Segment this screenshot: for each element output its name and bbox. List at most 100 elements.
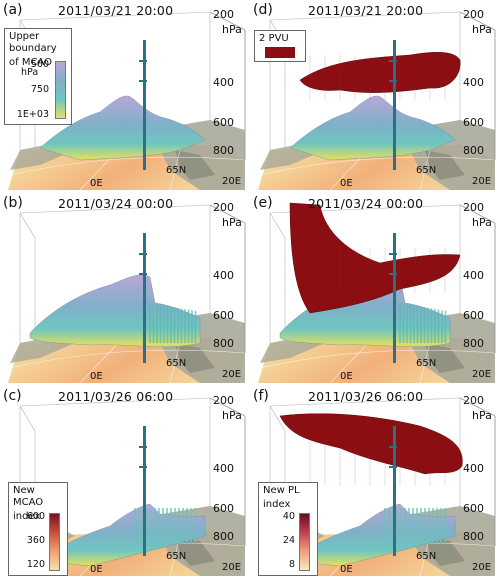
pressure-tick: 200 (213, 201, 234, 214)
colorbar-tick: 750 (30, 84, 49, 95)
vertical-pole-marker (389, 233, 397, 363)
colorbar (55, 61, 66, 119)
pvu-surface (289, 202, 461, 314)
pressure-unit: hPa (222, 216, 242, 229)
pressure-tick: 200 (213, 394, 234, 407)
box-front-edges (459, 11, 496, 160)
pressure-tick: 200 (463, 394, 484, 407)
pvu-label: 2 PVU (259, 33, 289, 44)
geo-label: 65N (166, 165, 187, 176)
vertical-pole-marker (389, 426, 397, 556)
pressure-tick: 400 (213, 76, 234, 89)
geo-label: 20E (222, 176, 242, 187)
panel-f: (f) 2011/03/26 06:00 200 400 600 800 hPa 0E 65N 2… (250, 386, 500, 579)
pressure-unit: hPa (472, 216, 492, 229)
colorbar-tick: 600 (26, 511, 45, 522)
pressure-tick: 800 (213, 337, 234, 350)
pressure-tick: 400 (463, 76, 484, 89)
pressure-tick: 800 (463, 144, 484, 157)
pressure-unit: hPa (222, 23, 242, 36)
panel-graphic (258, 11, 496, 191)
geo-label: 20E (472, 562, 492, 573)
geo-label: 0E (340, 371, 353, 382)
panel-graphic (258, 202, 496, 384)
legend-title: New MCAO (13, 485, 44, 508)
geo-label: 0E (90, 564, 103, 575)
pvu-surface (279, 413, 463, 486)
pressure-tick: 600 (463, 309, 484, 322)
pressure-tick: 800 (463, 337, 484, 350)
colorbar-tick: 8 (288, 559, 295, 570)
mcao-boundary-legend: Upper boundary of MCAO hPa 500 750 1E+03 (4, 28, 72, 125)
pressure-tick: 200 (463, 8, 484, 21)
colorbar (49, 513, 60, 571)
pressure-unit: hPa (222, 409, 242, 422)
panel-timestamp: 2011/03/21 20:00 (308, 3, 424, 18)
panel-label: (d) (253, 2, 273, 18)
box-front-edges (209, 11, 246, 160)
colorbar-tick: 120 (26, 559, 45, 570)
panel-label: (c) (3, 388, 22, 404)
geo-label: 0E (90, 178, 103, 189)
colorbar-tick: 500 (30, 59, 49, 70)
box-front-edges (459, 204, 496, 353)
legend-unit: hPa (21, 67, 39, 78)
panel-label: (f) (253, 388, 269, 404)
legend-title: of MCAO (9, 57, 52, 68)
pressure-tick: 600 (213, 309, 234, 322)
panel-timestamp: 2011/03/24 00:00 (308, 196, 424, 211)
pressure-tick: 200 (463, 201, 484, 214)
panel-d: (d) 2011/03/21 20:00 200 400 600 800 hPa 0E 65N 2… (250, 0, 500, 193)
pvu-swatch (265, 47, 295, 58)
geo-label: 65N (416, 165, 437, 176)
pvu-surface (299, 52, 461, 100)
pvu-legend: 2 PVU (254, 30, 306, 62)
legend-title: index (263, 499, 291, 510)
geo-label: 20E (472, 369, 492, 380)
mcao-surface (39, 95, 206, 161)
geo-label: 20E (222, 369, 242, 380)
panel-timestamp: 2011/03/26 06:00 (308, 389, 424, 404)
panel-timestamp: 2011/03/26 06:00 (58, 389, 174, 404)
panel-label: (b) (3, 195, 23, 211)
geo-label: 0E (340, 564, 353, 575)
vertical-pole-marker (139, 426, 147, 556)
geo-label: 65N (166, 551, 187, 562)
colorbar-tick: 24 (282, 535, 295, 546)
geo-label: 65N (416, 551, 437, 562)
pressure-tick: 400 (463, 269, 484, 282)
box-front-edges (209, 397, 246, 546)
pressure-tick: 400 (463, 462, 484, 475)
pressure-tick: 800 (213, 530, 234, 543)
geo-label: 20E (472, 176, 492, 187)
legend-title: New PL (263, 485, 300, 496)
box-front-edges (209, 204, 246, 353)
pressure-tick: 600 (213, 502, 234, 515)
colorbar-tick: 1E+03 (16, 109, 49, 120)
geo-label: 65N (416, 358, 437, 369)
pressure-tick: 600 (213, 116, 234, 129)
panel-e: (e) 2011/03/24 00:00 200 400 600 800 hPa 0E 65N 2… (250, 193, 500, 386)
box-front-edges (459, 397, 496, 546)
mcao-surface (29, 274, 201, 347)
vertical-pole-marker (389, 40, 397, 170)
colorbar-tick: 40 (282, 511, 295, 522)
panel-a: (a) 2011/03/21 20:00 200 400 600 800 hPa 0E 65N 2… (0, 0, 250, 193)
vertical-pole-marker (139, 40, 147, 170)
panel-b: (b) 2011/03/24 00:00 200 400 600 800 hPa 0E 65N 2… (0, 193, 250, 386)
pressure-tick: 800 (463, 530, 484, 543)
geo-label: 0E (90, 371, 103, 382)
pressure-unit: hPa (472, 409, 492, 422)
panel-graphic (8, 204, 246, 384)
vertical-pole-marker (139, 233, 147, 363)
mcao-surface (289, 95, 456, 161)
geo-label: 20E (222, 562, 242, 573)
pressure-tick: 800 (213, 144, 234, 157)
panel-timestamp: 2011/03/21 20:00 (58, 3, 174, 18)
panel-label: (a) (3, 2, 23, 18)
pl-index-legend: New PL index 40 24 8 (258, 482, 318, 576)
pressure-tick: 400 (213, 269, 234, 282)
geo-label: 65N (166, 358, 187, 369)
pressure-tick: 200 (213, 8, 234, 21)
pressure-tick: 400 (213, 462, 234, 475)
